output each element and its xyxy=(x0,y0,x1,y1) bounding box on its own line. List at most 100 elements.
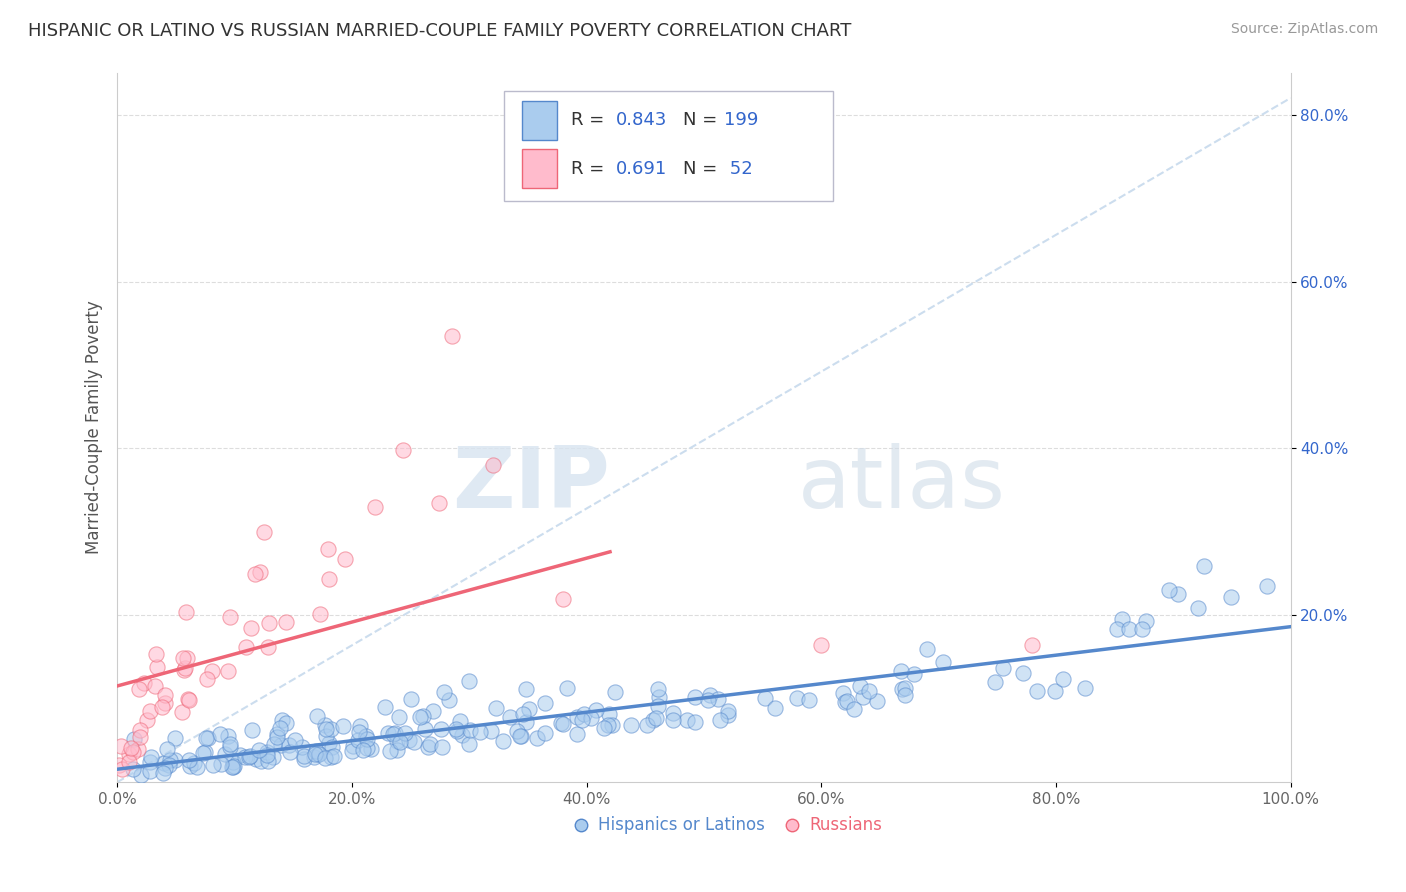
Point xyxy=(153,756,176,771)
Point xyxy=(291,740,314,755)
Point xyxy=(146,659,169,673)
Point xyxy=(250,754,273,768)
Point xyxy=(647,699,669,714)
Text: Russians: Russians xyxy=(810,816,883,834)
Point xyxy=(173,660,195,674)
Point xyxy=(356,741,378,756)
Text: atlas: atlas xyxy=(797,442,1005,525)
Point xyxy=(277,738,299,752)
Point xyxy=(1012,665,1035,680)
Point xyxy=(174,605,197,619)
Point xyxy=(302,750,325,764)
Point xyxy=(214,747,236,762)
Point xyxy=(512,706,534,721)
Point xyxy=(786,690,808,705)
Point xyxy=(984,675,1007,690)
Point xyxy=(235,640,257,655)
Point xyxy=(1256,578,1278,592)
Point xyxy=(222,755,245,769)
Point xyxy=(218,609,240,624)
Point xyxy=(831,686,853,700)
Point xyxy=(332,719,354,733)
Point xyxy=(579,711,602,725)
Point xyxy=(645,710,668,724)
Point xyxy=(1111,611,1133,625)
Point xyxy=(696,693,718,707)
Point xyxy=(382,727,405,741)
Point xyxy=(1194,559,1216,574)
Point xyxy=(492,734,515,748)
Point xyxy=(450,728,472,742)
Point xyxy=(197,731,219,745)
Point xyxy=(120,741,142,756)
Point xyxy=(458,738,481,752)
Point xyxy=(810,638,832,652)
Point xyxy=(676,713,699,727)
Point xyxy=(592,721,614,735)
Point xyxy=(233,750,256,764)
Point xyxy=(134,676,156,690)
Point xyxy=(318,572,340,586)
Point xyxy=(422,704,444,718)
Point xyxy=(284,733,307,747)
Point xyxy=(385,743,408,757)
Point xyxy=(1135,615,1157,629)
Point xyxy=(419,737,441,751)
Point xyxy=(399,692,422,706)
Point xyxy=(218,739,240,754)
Point xyxy=(699,688,721,702)
Point xyxy=(347,733,370,747)
Point xyxy=(551,591,574,606)
Point xyxy=(707,692,730,706)
Point xyxy=(217,729,239,743)
Point xyxy=(349,725,371,739)
Point xyxy=(342,739,364,753)
Point xyxy=(1074,681,1097,695)
Point xyxy=(643,713,665,727)
Point xyxy=(165,731,187,746)
Point xyxy=(228,747,250,762)
Point xyxy=(352,743,374,757)
Point xyxy=(534,697,557,711)
Point xyxy=(354,729,377,743)
Point xyxy=(305,709,328,723)
Text: R =: R = xyxy=(571,160,610,178)
Point xyxy=(318,541,340,556)
Point xyxy=(932,656,955,670)
Point xyxy=(842,702,865,716)
Text: ZIP: ZIP xyxy=(453,442,610,525)
Point xyxy=(430,740,453,755)
Point xyxy=(253,525,276,540)
Point xyxy=(173,663,195,677)
Point xyxy=(240,723,263,738)
Point xyxy=(153,762,176,776)
Point xyxy=(129,731,152,745)
Point xyxy=(266,731,288,745)
Point xyxy=(648,690,671,704)
Point xyxy=(239,748,262,763)
Point xyxy=(256,748,278,763)
Point xyxy=(834,695,856,709)
Point xyxy=(510,730,533,744)
Point xyxy=(150,699,173,714)
Point xyxy=(1045,684,1067,698)
Point xyxy=(159,754,181,768)
Point xyxy=(222,760,245,774)
Point xyxy=(304,744,326,758)
Point xyxy=(388,709,411,723)
Point xyxy=(170,705,193,719)
Point xyxy=(485,701,508,715)
Point xyxy=(567,710,589,724)
Point xyxy=(195,672,218,686)
Point xyxy=(852,690,875,705)
Point xyxy=(1130,622,1153,636)
Point xyxy=(202,758,225,772)
Point xyxy=(224,759,246,773)
Point xyxy=(1220,590,1243,604)
Point xyxy=(292,748,315,763)
Point xyxy=(440,328,463,343)
Point xyxy=(139,704,162,718)
Point xyxy=(240,621,263,635)
Point xyxy=(122,732,145,747)
Point xyxy=(526,731,548,745)
